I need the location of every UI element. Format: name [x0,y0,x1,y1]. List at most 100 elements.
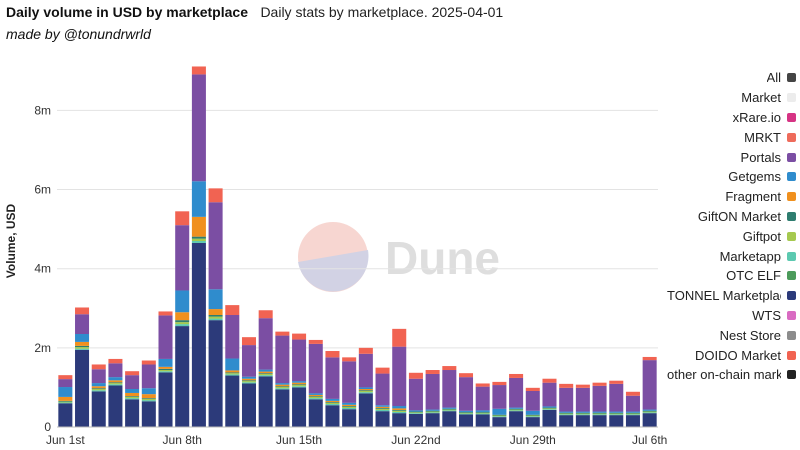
legend-label: Giftpot [742,228,781,244]
legend-item[interactable]: xRare.io [660,108,796,128]
legend-item[interactable]: Giftpot [660,226,796,246]
legend-item[interactable]: All [660,68,796,88]
bar-segment [475,386,490,411]
bar-segment [459,411,474,413]
bar-segment [208,315,223,317]
bar-segment [442,408,457,410]
bar-stack [158,311,173,427]
bar-segment [575,414,590,416]
bar-segment [158,368,173,371]
bar-segment [208,309,223,316]
bar-stack [592,382,607,427]
bar-segment [525,417,540,427]
bar-segment [175,326,190,427]
bar-segment [75,345,90,348]
bar-segment [125,396,140,399]
bar-segment [75,348,90,350]
bar-segment [308,399,323,427]
bar-segment [592,385,607,412]
legend-item[interactable]: Portals [660,147,796,167]
bar-segment [375,408,390,410]
bar-segment [559,413,574,415]
legend-item[interactable]: OTC ELF [660,266,796,286]
bar-segment [191,181,206,217]
bar-segment [75,314,90,334]
bar-segment [241,337,256,346]
bar-segment [592,413,607,415]
legend-label: Portals [740,149,781,165]
bar-segment [408,413,423,427]
bar-segment [91,390,106,392]
bar-segment [58,401,73,403]
legend-item[interactable]: TONNEL Marketplace [660,286,796,306]
bar-segment [125,392,140,397]
bar-stack [459,373,474,427]
bar-segment [525,414,540,416]
y-tick-label: 0 [44,420,51,434]
legend-item[interactable]: GiftON Market [660,207,796,227]
bar-segment [108,382,123,384]
bar-segment [241,345,256,377]
legend-item[interactable]: Getgems [660,167,796,187]
bar-segment [475,413,490,415]
bar-segment [342,408,357,410]
chart-header: Daily volume in USD by marketplace Daily… [6,4,796,42]
bar-segment [492,381,507,386]
bar-segment [459,410,474,412]
bar-segment [241,376,256,379]
bar-segment [308,396,323,397]
bar-segment [542,378,557,383]
bar-segment [459,413,474,415]
legend-item[interactable]: Market [660,88,796,108]
bar-segment [492,416,507,418]
legend-swatch [787,93,796,103]
bar-segment [492,415,507,417]
bar-stack [408,372,423,427]
legend-item[interactable]: other on-chain markets [660,365,796,385]
bar-stack [642,356,657,427]
legend-label: GiftON Market [697,208,781,224]
bar-segment [191,66,206,75]
legend-label: MRKT [744,129,781,145]
bar-segment [175,225,190,291]
legend-label: Fragment [725,189,781,205]
bar-segment [225,375,240,427]
bar-segment [425,413,440,427]
bar-segment [342,361,357,403]
bar-segment [241,383,256,427]
bar-segment [642,409,657,411]
bar-segment [358,389,373,391]
legend-item[interactable]: WTS [660,306,796,326]
bar-segment [509,408,524,410]
legend-swatch [787,73,796,83]
bar-segment [175,290,190,313]
x-tick-label: Jun 8th [163,433,202,447]
bar-segment [342,404,357,407]
bar-segment [275,384,290,387]
bar-stack [542,378,557,427]
legend-item[interactable]: Nest Store [660,325,796,345]
bar-segment [208,316,223,319]
bar-segment [392,328,407,347]
x-tick-label: Jun 1st [46,433,85,447]
bar-stack [58,375,73,427]
x-tick-label: Jun 29th [510,433,556,447]
bar-stack [392,328,407,427]
legend-item[interactable]: Fragment [660,187,796,207]
bar-stack [175,211,190,427]
legend-item[interactable]: DOIDO Market [660,345,796,365]
bar-segment [542,409,557,410]
bar-segment [225,370,240,373]
bar-segment [275,388,290,390]
legend-item[interactable]: Marketapp [660,246,796,266]
bar-segment [425,409,440,411]
bar-segment [592,411,607,413]
bar-segment [625,415,640,427]
legend-label: OTC ELF [726,268,781,284]
legend-item[interactable]: MRKT [660,127,796,147]
bar-segment [141,394,156,399]
bar-segment [158,371,173,373]
legend-swatch [787,152,796,162]
legend-swatch [787,192,796,202]
bar-segment [408,410,423,412]
